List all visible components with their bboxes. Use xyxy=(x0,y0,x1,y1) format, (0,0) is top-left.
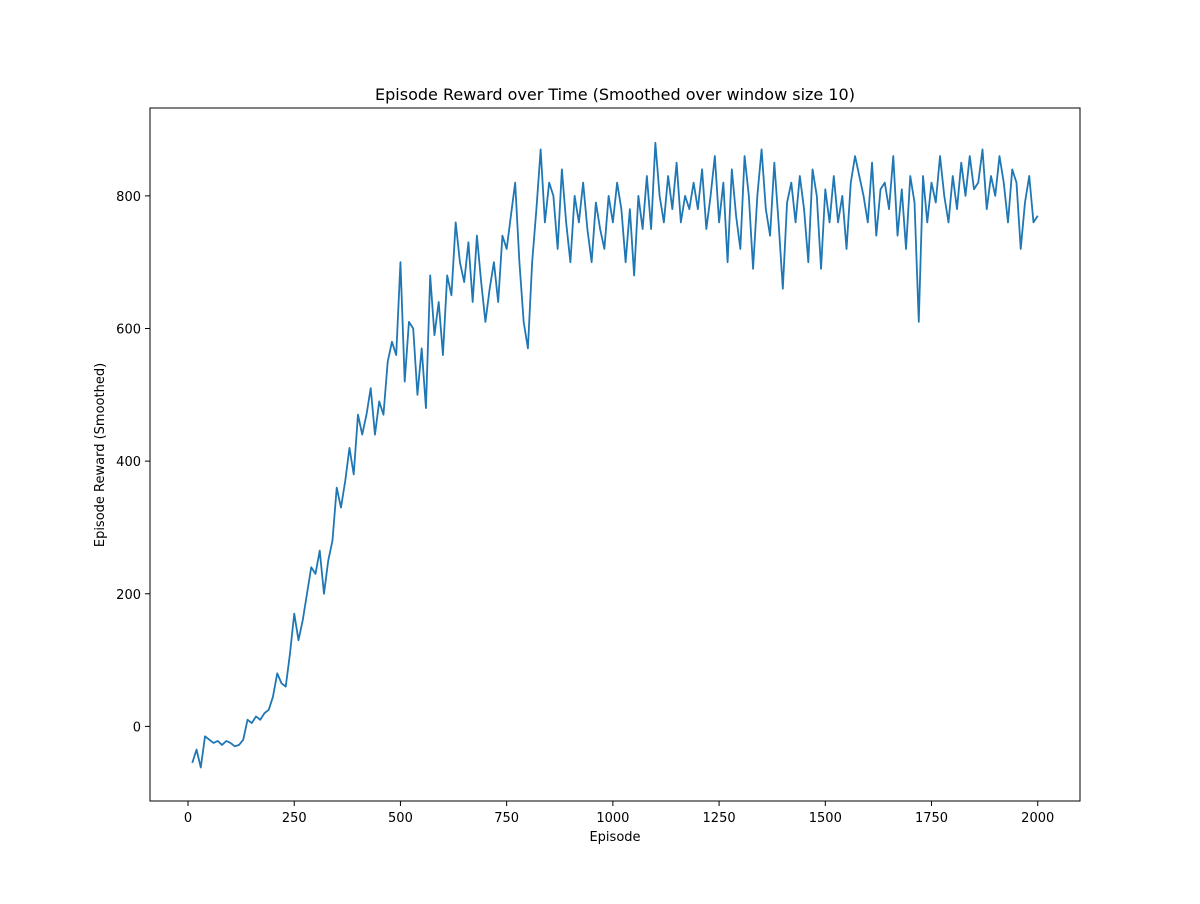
y-tick-label: 800 xyxy=(116,190,141,205)
y-tick-label: 400 xyxy=(116,455,141,470)
y-tick-label: 600 xyxy=(116,323,141,338)
line-series xyxy=(191,141,1039,769)
x-tick-label: 1000 xyxy=(596,811,629,826)
x-tick-label: 250 xyxy=(282,811,307,826)
y-tick-label: 200 xyxy=(116,588,141,603)
y-tick-label: 0 xyxy=(133,720,141,735)
x-tick-label: 500 xyxy=(388,811,413,826)
plot-frame xyxy=(149,107,1081,802)
x-tick-label: 1250 xyxy=(703,811,736,826)
chart-title: Episode Reward over Time (Smoothed over … xyxy=(375,85,855,104)
x-axis-label: Episode xyxy=(589,830,640,845)
x-tick-label: 750 xyxy=(494,811,519,826)
y-axis-label: Episode Reward (Smoothed) xyxy=(93,363,108,547)
x-tick-label: 2000 xyxy=(1021,811,1054,826)
x-tick-label: 1500 xyxy=(809,811,842,826)
x-tick-label: 0 xyxy=(184,811,192,826)
x-tick-label: 1750 xyxy=(915,811,948,826)
